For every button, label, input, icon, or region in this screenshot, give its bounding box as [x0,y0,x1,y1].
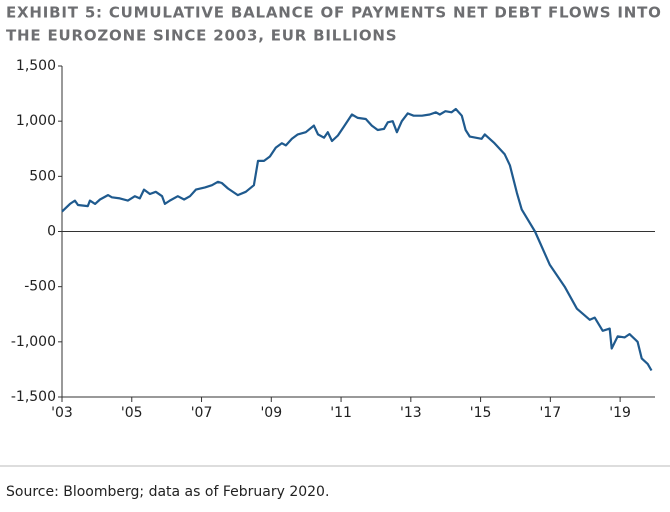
chart-title: THE EUROZONE SINCE 2003, EUR BILLIONS [6,27,397,45]
source-note: Source: Bloomberg; data as of February 2… [6,484,329,500]
x-tick-label: '13 [400,405,422,421]
x-tick-label: '03 [51,405,73,421]
chart-title: EXHIBIT 5: CUMULATIVE BALANCE OF PAYMENT… [6,4,662,22]
y-tick-label: 1,500 [16,58,56,74]
y-tick-label: -1,000 [11,334,56,350]
x-tick-label: '07 [191,405,213,421]
y-tick-label: -1,500 [11,389,56,405]
y-tick-label: 1,000 [16,113,56,129]
x-tick-label: '15 [470,405,492,421]
x-tick-label: '09 [260,405,282,421]
y-tick-label: 0 [47,224,56,240]
data-line [61,107,653,372]
x-tick-label: '17 [540,405,562,421]
y-tick-label: -500 [24,279,56,295]
x-tick-label: '11 [330,405,352,421]
x-tick-label: '19 [609,405,631,421]
x-tick-label: '05 [121,405,143,421]
y-tick-label: 500 [29,168,56,184]
